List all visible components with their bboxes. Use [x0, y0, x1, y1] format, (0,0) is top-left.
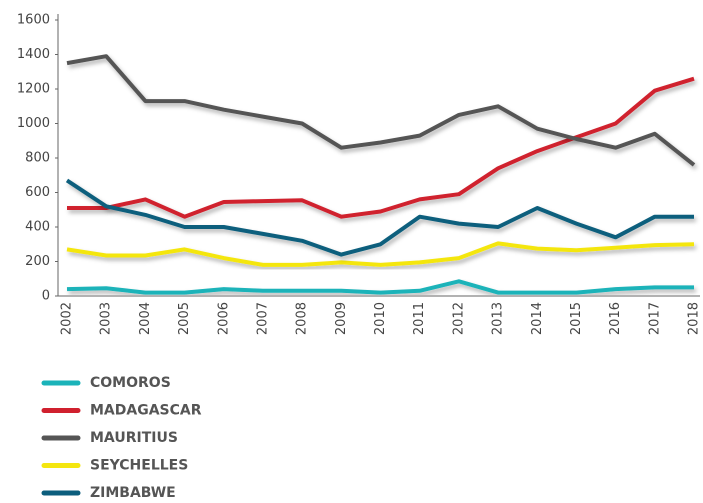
y-tick-label: 800 — [25, 151, 50, 166]
x-tick-label: 2015 — [569, 302, 584, 335]
x-tick-label: 2007 — [255, 302, 270, 335]
series-line — [67, 76, 695, 219]
x-tick-label: 2014 — [530, 302, 545, 335]
y-tick-label: 0 — [42, 289, 50, 304]
x-tick-label: 2008 — [295, 302, 310, 335]
y-tick-label: 1000 — [17, 116, 50, 131]
x-tick-label: 2018 — [687, 302, 702, 335]
series-line — [66, 54, 696, 167]
series-line — [65, 178, 694, 257]
y-tick-label: 1600 — [17, 13, 50, 28]
series-line — [66, 279, 694, 295]
x-tick-label: 2004 — [138, 302, 153, 335]
y-tick-label: 400 — [25, 220, 50, 235]
y-tick-label: 600 — [25, 185, 50, 200]
legend-label: MADAGASCAR — [90, 403, 202, 419]
y-tick-label: 200 — [25, 254, 50, 269]
x-tick-label: 2017 — [647, 302, 662, 335]
x-tick-label: 2006 — [216, 302, 231, 335]
x-tick-label: 2013 — [491, 302, 506, 335]
x-tick-label: 2002 — [60, 302, 75, 335]
legend-label: MAURITIUS — [90, 430, 178, 446]
x-tick-label: 2009 — [334, 302, 349, 335]
legend-label: ZIMBABWE — [90, 485, 176, 501]
y-tick-label: 1400 — [17, 47, 50, 62]
x-tick-label: 2016 — [608, 302, 623, 335]
legend-label: SEYCHELLES — [90, 458, 188, 474]
series-line — [66, 241, 695, 267]
x-tick-label: 2003 — [99, 302, 114, 335]
x-tick-label: 2005 — [177, 302, 192, 335]
y-tick-label: 1200 — [17, 82, 50, 97]
x-tick-label: 2012 — [451, 302, 466, 335]
x-tick-label: 2011 — [412, 302, 427, 335]
x-tick-label: 2010 — [373, 302, 388, 335]
legend-label: COMOROS — [90, 375, 171, 391]
